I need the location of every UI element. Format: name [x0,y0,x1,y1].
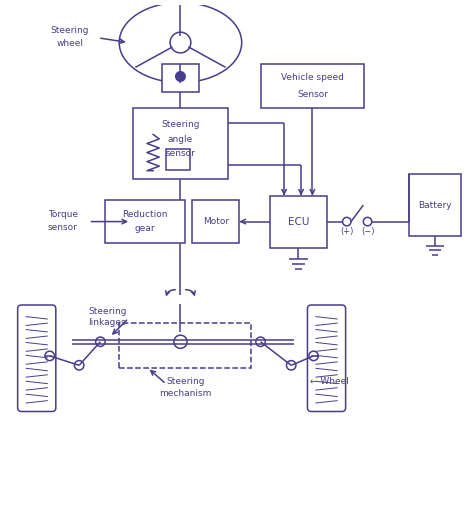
Text: wheel: wheel [56,39,83,48]
Text: Vehicle speed: Vehicle speed [281,73,344,82]
Circle shape [176,72,185,81]
Text: Steering: Steering [161,120,200,129]
Text: Steering: Steering [88,307,127,316]
Text: angle: angle [168,135,193,144]
Text: gear: gear [135,224,155,233]
Bar [409,174,461,235]
Bar [192,201,239,243]
Circle shape [309,351,318,361]
Text: sensor: sensor [165,149,195,158]
Ellipse shape [119,3,242,82]
Circle shape [174,335,187,348]
Bar [162,64,199,92]
Text: mechanism: mechanism [159,389,211,398]
Circle shape [343,218,351,226]
Text: sensor: sensor [48,223,78,232]
Bar [261,64,364,108]
Bar [166,148,190,170]
Text: (+): (+) [340,228,354,237]
FancyBboxPatch shape [308,305,346,411]
Bar [119,323,251,367]
Text: Steering: Steering [50,26,89,35]
Circle shape [286,361,296,370]
Bar [105,201,185,243]
Text: linkages: linkages [89,318,126,327]
Circle shape [170,32,191,53]
Circle shape [45,351,55,361]
Text: ECU: ECU [288,216,309,227]
Bar [270,196,327,248]
Circle shape [96,337,105,346]
Bar [133,108,228,179]
Text: ← Wheel: ← Wheel [310,378,349,386]
Text: Steering: Steering [166,378,204,386]
Circle shape [256,337,265,346]
Text: Battery: Battery [418,201,452,210]
Circle shape [74,361,84,370]
Text: Motor: Motor [203,217,229,226]
Circle shape [363,218,372,226]
FancyBboxPatch shape [18,305,56,411]
Text: Reduction: Reduction [122,210,168,219]
Text: Sensor: Sensor [297,90,328,99]
Text: (−): (−) [361,228,374,237]
Text: Torque: Torque [47,210,78,219]
